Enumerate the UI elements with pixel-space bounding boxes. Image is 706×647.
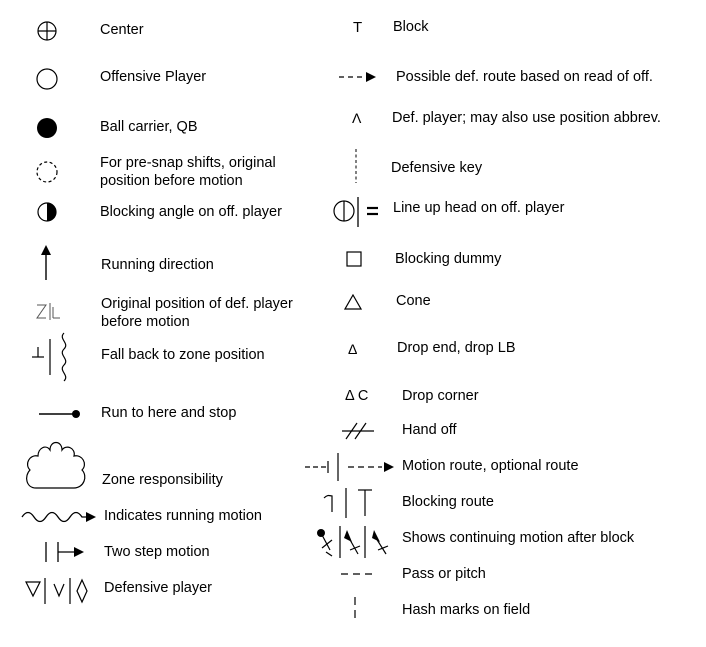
hand-off-icon [342, 422, 374, 440]
ball-carrier-icon [37, 118, 57, 138]
line-up-head-icon [333, 197, 378, 227]
blocking-angle-icon [37, 202, 57, 222]
legend-label-hand-off: Hand off [402, 422, 457, 438]
fall-back-zone-icon [32, 332, 67, 382]
legend-label-running-direction: Running direction [101, 257, 214, 273]
legend-label-offensive-player: Offensive Player [100, 69, 207, 85]
def-original-position-icon [36, 303, 60, 320]
run-and-stop-icon [39, 410, 80, 418]
legend-label-pass-pitch: Pass or pitch [402, 566, 486, 582]
legend-label-blocking-dummy: Blocking dummy [395, 251, 502, 267]
legend-label-drop-end: Drop end, drop LB [397, 340, 516, 356]
cone-icon [344, 294, 362, 310]
legend-label-defensive-player: Defensive player [104, 580, 212, 596]
legend-label-blocking-angle: Blocking angle on off. player [100, 204, 282, 220]
legend-label-fall-back-zone: Fall back to zone position [101, 347, 265, 363]
legend-label-def-player: Def. player; may also use position abbre… [392, 110, 661, 126]
legend-label-blocking-route: Blocking route [402, 494, 494, 510]
pass-pitch-icon [341, 573, 373, 575]
center-icon [37, 21, 57, 41]
legend-label-drop-corner: Drop corner [402, 388, 479, 404]
zone-cloud-icon [26, 441, 86, 489]
running-motion-wave-icon [21, 511, 96, 523]
legend-label-line-up-head: Line up head on off. player [393, 200, 565, 216]
legend-label-run-and-stop: Run to here and stop [101, 405, 237, 421]
continuing-motion-icon [317, 526, 389, 558]
legend-label-motion-route: Motion route, optional route [402, 458, 579, 474]
legend-label-def-original-position-line2: before motion [101, 314, 190, 330]
blocking-dummy-icon [346, 251, 362, 267]
offensive-player-icon [36, 68, 58, 90]
legend-label-zone-responsibility: Zone responsibility [102, 472, 223, 488]
legend-label-center: Center [100, 22, 144, 38]
legend-label-pre-snap-shift-line1: For pre-snap shifts, original [100, 155, 276, 171]
legend-label-def-original-position-line1: Original position of def. player [101, 296, 293, 312]
defensive-player-icon [25, 578, 88, 604]
legend-label-defensive-key: Defensive key [391, 160, 483, 176]
blocking-route-icon [323, 488, 372, 518]
pre-snap-shift-icon [36, 161, 58, 183]
hash-marks-icon [354, 597, 356, 623]
legend-label-cone: Cone [396, 293, 431, 309]
legend-label-continuing-motion: Shows continuing motion after block [402, 530, 635, 546]
def-player-caret-icon: Λ [352, 110, 362, 126]
legend-label-running-motion: Indicates running motion [104, 508, 262, 524]
drop-corner-icon: Δ C [345, 388, 369, 404]
legend-label-ball-carrier: Ball carrier, QB [100, 119, 198, 135]
block-t-icon: T [353, 19, 363, 36]
legend-label-pre-snap-shift-line2: position before motion [100, 173, 243, 189]
two-step-motion-icon [45, 542, 84, 562]
running-direction-arrow-icon [41, 245, 51, 280]
legend-label-block: Block [393, 19, 429, 35]
legend-label-hash-marks: Hash marks on field [402, 602, 531, 618]
possible-route-dashed-arrow-icon [339, 72, 376, 82]
legend-label-two-step-motion: Two step motion [104, 544, 210, 560]
legend-label-possible-route: Possible def. route based on read of off… [396, 69, 653, 85]
drop-end-icon: Δ [348, 341, 358, 357]
motion-route-icon [305, 453, 394, 481]
defensive-key-icon [355, 149, 357, 183]
